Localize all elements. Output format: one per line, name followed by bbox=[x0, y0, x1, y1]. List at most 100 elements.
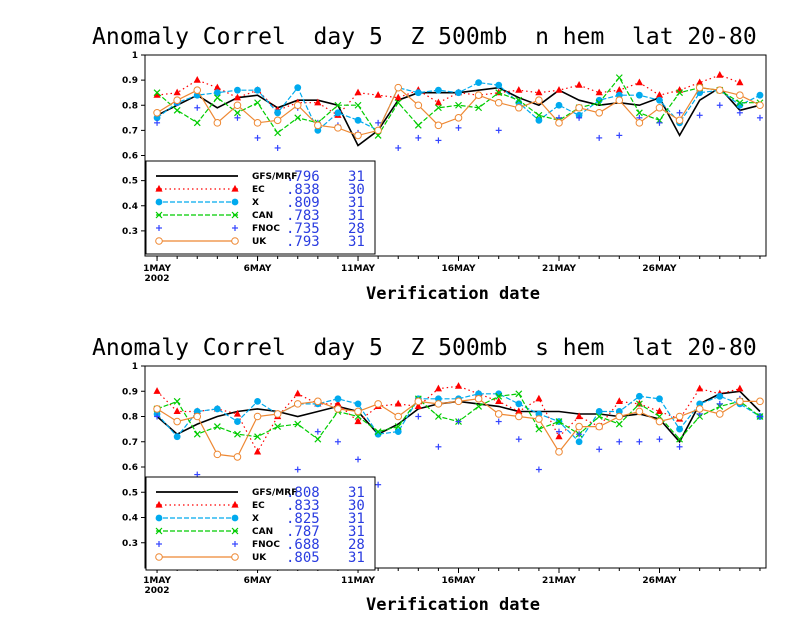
series-uk-marker bbox=[615, 412, 624, 421]
series-x bbox=[153, 79, 764, 134]
series-fnoc-marker bbox=[455, 418, 462, 425]
legend-marker bbox=[156, 225, 162, 231]
x-tick-sublabel: 2002 bbox=[145, 274, 170, 284]
series-uk-marker bbox=[615, 96, 624, 105]
series-x-marker bbox=[595, 408, 603, 415]
series-can-marker bbox=[475, 402, 483, 410]
series-fnoc-marker bbox=[676, 443, 683, 450]
legend-row: EC .833 30 bbox=[155, 498, 365, 514]
series-uk-line bbox=[156, 398, 760, 458]
legend-count-value: 31 bbox=[348, 485, 365, 501]
x-tick-label: 6MAY bbox=[244, 576, 272, 586]
series-fnoc-marker bbox=[355, 456, 362, 463]
series-uk-marker bbox=[293, 400, 302, 408]
series-fnoc-marker bbox=[576, 431, 583, 438]
legend-series-name: FNOC bbox=[252, 540, 280, 550]
series-ec-marker bbox=[535, 394, 543, 402]
legend-series-name: FNOC bbox=[252, 224, 280, 234]
y-axis: 0.3 0.4 0.5 0.6 0.7 0.8 0.9 1 bbox=[122, 362, 145, 549]
series-fnoc-marker bbox=[696, 112, 703, 119]
series-can-marker bbox=[635, 109, 643, 117]
series-x-marker bbox=[555, 101, 563, 109]
series-uk-marker bbox=[374, 126, 382, 135]
series-uk-marker bbox=[756, 397, 764, 406]
series-uk-marker bbox=[555, 119, 563, 127]
series-can-marker bbox=[434, 413, 442, 420]
series-uk-marker bbox=[334, 124, 342, 132]
legend-marker bbox=[231, 500, 239, 508]
chart-title: Anomaly Correl day 5 Z 500mb n hem lat 2… bbox=[92, 24, 757, 50]
series-can-marker bbox=[676, 435, 684, 443]
series-fnoc-marker bbox=[375, 481, 382, 488]
series-ec-marker bbox=[173, 88, 181, 96]
series-ec-marker bbox=[334, 399, 342, 407]
series-fnoc-marker bbox=[636, 438, 643, 445]
series-uk-marker bbox=[173, 417, 181, 426]
legend-count-value: 31 bbox=[348, 550, 365, 566]
series-x-marker bbox=[475, 79, 483, 87]
series-x-marker bbox=[234, 418, 241, 425]
legend-count-value: 30 bbox=[348, 498, 365, 514]
series-ec-marker bbox=[655, 407, 664, 415]
series-ec-marker bbox=[736, 384, 744, 392]
series-x-marker bbox=[394, 428, 402, 436]
series-fnoc-marker bbox=[455, 124, 462, 131]
x-tick-label: 26MAY bbox=[642, 264, 677, 274]
legend-marker bbox=[231, 553, 239, 561]
legend-marker bbox=[155, 527, 163, 535]
series-can-marker bbox=[495, 89, 503, 97]
legend-marker bbox=[156, 541, 162, 547]
series-fnoc-marker bbox=[415, 413, 422, 420]
series-ec-marker bbox=[575, 81, 583, 88]
series-uk-marker bbox=[253, 119, 262, 127]
legend-marker bbox=[155, 514, 163, 522]
chart-panel-1: Anomaly Correl day 5 Z 500mb n hem lat 2… bbox=[92, 24, 767, 304]
series-ec-marker bbox=[595, 88, 603, 96]
x-tick-label: 16MAY bbox=[441, 576, 476, 586]
series-fnoc-marker bbox=[756, 413, 763, 420]
series-uk-marker bbox=[756, 101, 764, 110]
series-uk-marker bbox=[695, 405, 704, 413]
series-fnoc-marker bbox=[736, 109, 743, 116]
series-fnoc-marker bbox=[616, 132, 623, 139]
y-tick-label: 0.5 bbox=[122, 177, 138, 187]
series-ec-marker bbox=[555, 86, 563, 93]
series-uk-marker bbox=[575, 103, 583, 112]
series-x-marker bbox=[736, 101, 744, 109]
series-x-marker bbox=[274, 109, 282, 117]
series-fnoc-marker bbox=[716, 400, 723, 407]
series-uk-marker bbox=[334, 405, 342, 413]
legend-series-name: GFS/MRF bbox=[252, 172, 297, 182]
series-can-marker bbox=[595, 99, 603, 107]
series-uk-marker bbox=[394, 83, 403, 92]
series-fnoc-marker bbox=[596, 446, 603, 453]
series-uk-marker bbox=[233, 453, 242, 461]
legend-count-value: 31 bbox=[348, 511, 365, 527]
series-fnoc-marker bbox=[375, 119, 382, 126]
series-ec-marker bbox=[696, 384, 704, 392]
series-can-marker bbox=[274, 423, 282, 431]
series-fnoc-marker bbox=[535, 466, 542, 473]
series-ec-marker bbox=[233, 409, 242, 417]
series-uk-marker bbox=[494, 410, 503, 418]
series-uk-marker bbox=[414, 397, 423, 406]
series-uk-marker bbox=[454, 397, 463, 406]
y-tick-label: 1 bbox=[132, 362, 138, 372]
series-x-marker bbox=[535, 116, 543, 124]
series-fnoc-marker bbox=[274, 144, 281, 151]
series-uk-marker bbox=[535, 96, 543, 105]
series-ec-marker bbox=[233, 93, 242, 101]
series-fnoc-marker bbox=[676, 109, 683, 116]
series-layer bbox=[153, 71, 764, 151]
legend-count-value: 28 bbox=[348, 221, 365, 237]
legend-row: GFS/MRF.796 31 bbox=[156, 169, 365, 185]
y-tick-label: 0.3 bbox=[122, 539, 138, 549]
series-can-marker bbox=[234, 109, 241, 117]
series-can-marker bbox=[334, 101, 342, 109]
series-uk-marker bbox=[655, 417, 664, 426]
legend-series-name: X bbox=[252, 514, 259, 524]
series-ec-marker bbox=[495, 397, 503, 404]
series-x-marker bbox=[334, 109, 342, 117]
legend-mean-value: .808 bbox=[286, 485, 320, 501]
